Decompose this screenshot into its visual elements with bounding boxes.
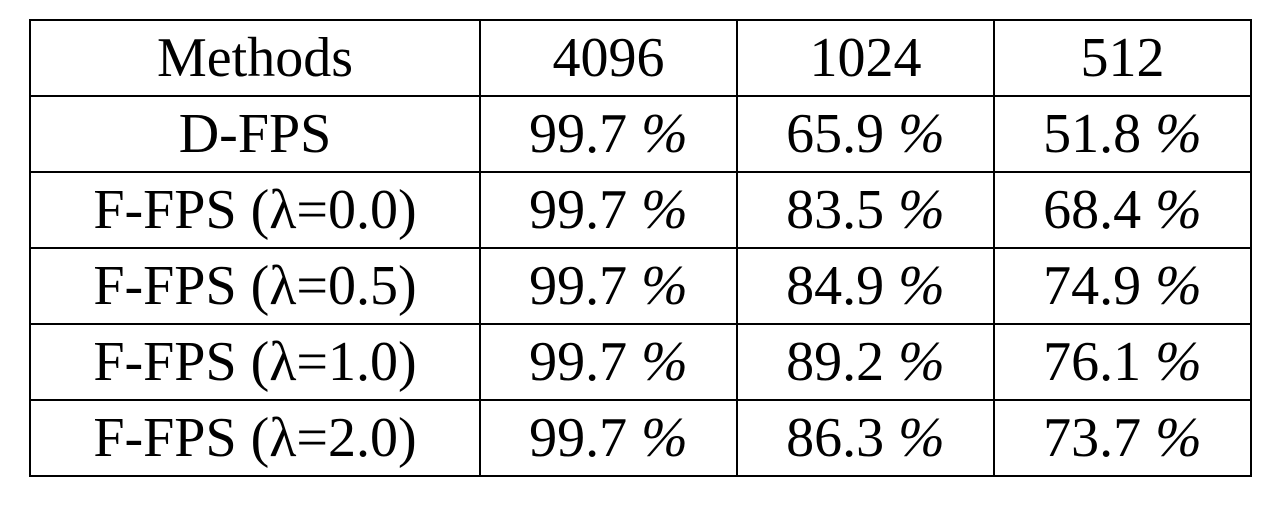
results-table-wrapper: Methods 4096 1024 512 D-FPS 99.7 % 65.9 … — [29, 19, 1252, 477]
percent-sign: % — [1155, 103, 1202, 165]
percent-sign: % — [641, 255, 688, 317]
value-cell: 99.7 % — [479, 247, 738, 325]
value-cell: 73.7 % — [993, 399, 1252, 477]
method-cell: F-FPS (λ=0.5) — [29, 247, 481, 325]
value-number: 99.7 — [529, 255, 628, 317]
value-number: 99.7 — [529, 179, 628, 241]
value-cell: 68.4 % — [993, 171, 1252, 249]
value-cell: 99.7 % — [479, 323, 738, 401]
table-row: F-FPS (λ=0.5) 99.7 % 84.9 % 74.9 % — [29, 247, 1252, 325]
value-cell: 99.7 % — [479, 399, 738, 477]
value-number: 99.7 — [529, 331, 628, 393]
results-table: Methods 4096 1024 512 D-FPS 99.7 % 65.9 … — [29, 19, 1252, 477]
percent-sign: % — [1155, 331, 1202, 393]
percent-sign: % — [898, 179, 945, 241]
value-cell: 65.9 % — [736, 95, 995, 173]
percent-sign: % — [641, 407, 688, 469]
value-number: 74.9 — [1043, 255, 1142, 317]
value-cell: 84.9 % — [736, 247, 995, 325]
value-cell: 99.7 % — [479, 171, 738, 249]
value-number: 83.5 — [786, 179, 885, 241]
table-row: F-FPS (λ=2.0) 99.7 % 86.3 % 73.7 % — [29, 399, 1252, 477]
percent-sign: % — [641, 331, 688, 393]
header-1024: 1024 — [736, 19, 995, 97]
percent-sign: % — [898, 103, 945, 165]
header-methods: Methods — [29, 19, 481, 97]
value-number: 76.1 — [1043, 331, 1142, 393]
table-row: D-FPS 99.7 % 65.9 % 51.8 % — [29, 95, 1252, 173]
method-cell: D-FPS — [29, 95, 481, 173]
value-cell: 83.5 % — [736, 171, 995, 249]
percent-sign: % — [641, 179, 688, 241]
header-4096: 4096 — [479, 19, 738, 97]
method-cell: F-FPS (λ=2.0) — [29, 399, 481, 477]
value-number: 65.9 — [786, 103, 885, 165]
percent-sign: % — [1155, 407, 1202, 469]
value-cell: 99.7 % — [479, 95, 738, 173]
header-512: 512 — [993, 19, 1252, 97]
percent-sign: % — [1155, 255, 1202, 317]
value-number: 89.2 — [786, 331, 885, 393]
value-number: 99.7 — [529, 103, 628, 165]
table-row: F-FPS (λ=0.0) 99.7 % 83.5 % 68.4 % — [29, 171, 1252, 249]
method-cell: F-FPS (λ=1.0) — [29, 323, 481, 401]
table-row: F-FPS (λ=1.0) 99.7 % 89.2 % 76.1 % — [29, 323, 1252, 401]
table-header-row: Methods 4096 1024 512 — [29, 19, 1252, 97]
value-number: 73.7 — [1043, 407, 1142, 469]
value-number: 99.7 — [529, 407, 628, 469]
value-cell: 74.9 % — [993, 247, 1252, 325]
value-number: 51.8 — [1043, 103, 1142, 165]
value-number: 68.4 — [1043, 179, 1142, 241]
value-cell: 51.8 % — [993, 95, 1252, 173]
percent-sign: % — [641, 103, 688, 165]
value-cell: 76.1 % — [993, 323, 1252, 401]
value-cell: 86.3 % — [736, 399, 995, 477]
percent-sign: % — [1155, 179, 1202, 241]
method-cell: F-FPS (λ=0.0) — [29, 171, 481, 249]
percent-sign: % — [898, 331, 945, 393]
value-number: 84.9 — [786, 255, 885, 317]
value-cell: 89.2 % — [736, 323, 995, 401]
percent-sign: % — [898, 255, 945, 317]
value-number: 86.3 — [786, 407, 885, 469]
percent-sign: % — [898, 407, 945, 469]
